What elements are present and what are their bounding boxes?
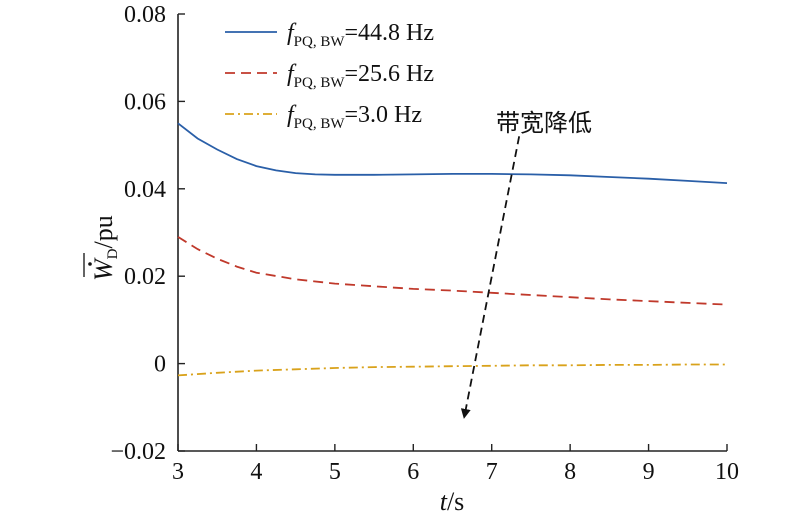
series-line-1 bbox=[177, 122, 728, 184]
legend-label-1: fPQ, BW=44.8 Hz bbox=[287, 20, 434, 50]
annotation-arrow bbox=[460, 136, 521, 419]
y-axis-label-unit: /pu bbox=[89, 215, 118, 248]
x-tick-label: 9 bbox=[643, 459, 655, 485]
y-tick-label: −0.02 bbox=[110, 439, 166, 465]
series-layer bbox=[177, 122, 728, 377]
svg-text:WD/pu: WD/pu bbox=[89, 215, 121, 281]
x-tick-label: 3 bbox=[172, 459, 184, 485]
y-tick-label: 0.04 bbox=[124, 177, 166, 203]
x-tick-label: 6 bbox=[407, 459, 419, 485]
x-tick-label: 5 bbox=[329, 459, 341, 485]
x-tick-label: 8 bbox=[564, 459, 576, 485]
legend-label-2: fPQ, BW=25.6 Hz bbox=[287, 61, 434, 91]
series-line-3 bbox=[177, 363, 727, 377]
y-tick-label: 0.06 bbox=[124, 89, 166, 115]
legend: fPQ, BW=44.8 Hz fPQ, BW=25.6 Hz fPQ, BW=3.… bbox=[225, 20, 434, 132]
x-axis-label-unit: /s bbox=[447, 487, 464, 516]
y-tick-label: 0.08 bbox=[124, 2, 166, 28]
plot-area: 3 4 5 6 7 8 9 10 0.08 0.06 0.04 0.02 0 −0.02 bbox=[110, 2, 739, 485]
y-tick-label: 0.02 bbox=[124, 264, 166, 290]
y-axis-label-var: W bbox=[89, 257, 118, 281]
series-line-2 bbox=[177, 236, 728, 306]
x-tick-label: 4 bbox=[250, 459, 262, 485]
legend-label-3: fPQ, BW=3.0 Hz bbox=[287, 102, 422, 132]
y-axis-label: WD/pu bbox=[83, 215, 121, 281]
y-tick-label: 0 bbox=[154, 352, 166, 378]
y-axis-label-dot bbox=[88, 262, 92, 266]
y-ticks: 0.08 0.06 0.04 0.02 0 −0.02 bbox=[110, 2, 185, 465]
x-tick-label: 7 bbox=[486, 459, 498, 485]
y-axis-label-sub: D bbox=[105, 248, 121, 259]
x-axis-label: t/s bbox=[440, 487, 465, 516]
x-axis-label-var: t bbox=[440, 487, 448, 516]
x-tick-label: 10 bbox=[715, 459, 739, 485]
x-ticks: 3 4 5 6 7 8 9 10 bbox=[172, 444, 739, 485]
annotation-text: 带宽降低 bbox=[496, 109, 592, 137]
annotation: 带宽降低 bbox=[460, 109, 592, 419]
